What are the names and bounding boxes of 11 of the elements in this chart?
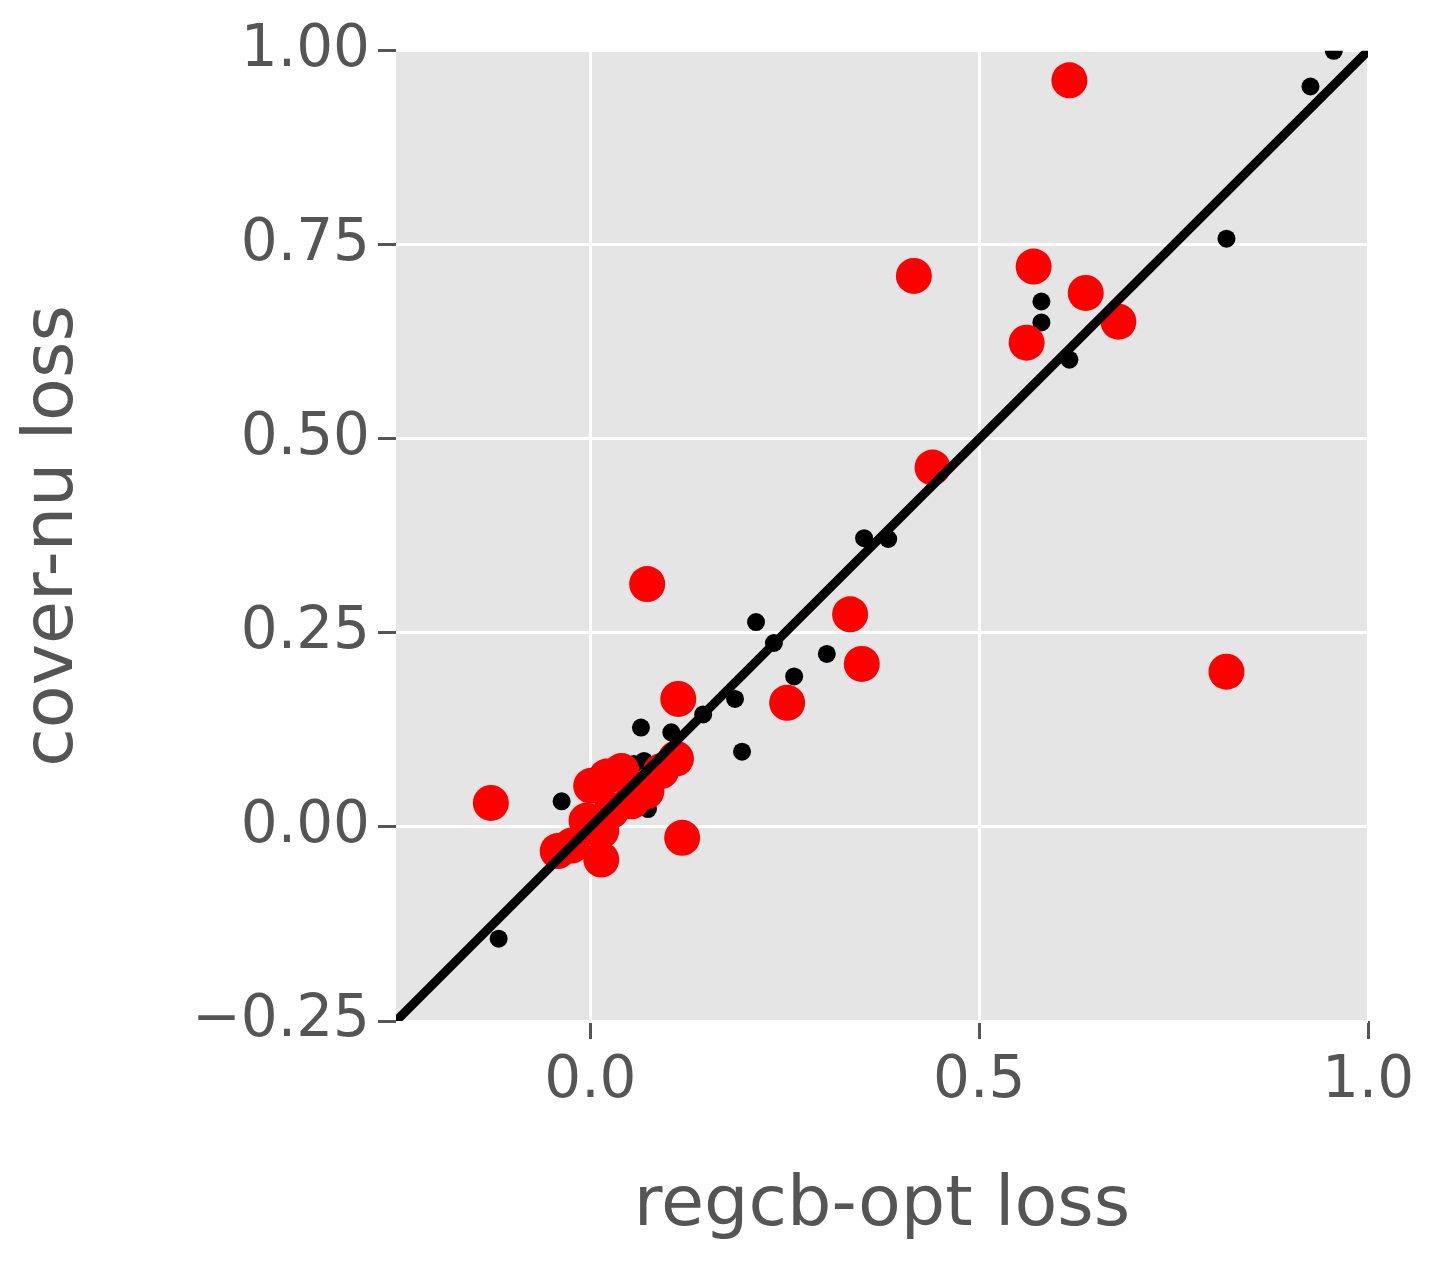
y-tick-label: 0.75 [240, 205, 370, 274]
x-tick-label: 0.0 [544, 1042, 637, 1111]
y-tick-label: 1.00 [240, 11, 370, 80]
x-tick-label: 1.0 [1321, 1042, 1415, 1111]
y-tick-label: 0.25 [240, 593, 370, 662]
y-axis-title: cover-nu loss [7, 305, 90, 767]
y-tick-label: 0.50 [240, 399, 370, 468]
y-tick-label: 0.00 [240, 788, 370, 857]
y-tick-label: −0.25 [192, 982, 370, 1051]
x-tick-label: 0.5 [933, 1042, 1026, 1111]
x-axis-title: regcb-opt loss [633, 1160, 1131, 1243]
